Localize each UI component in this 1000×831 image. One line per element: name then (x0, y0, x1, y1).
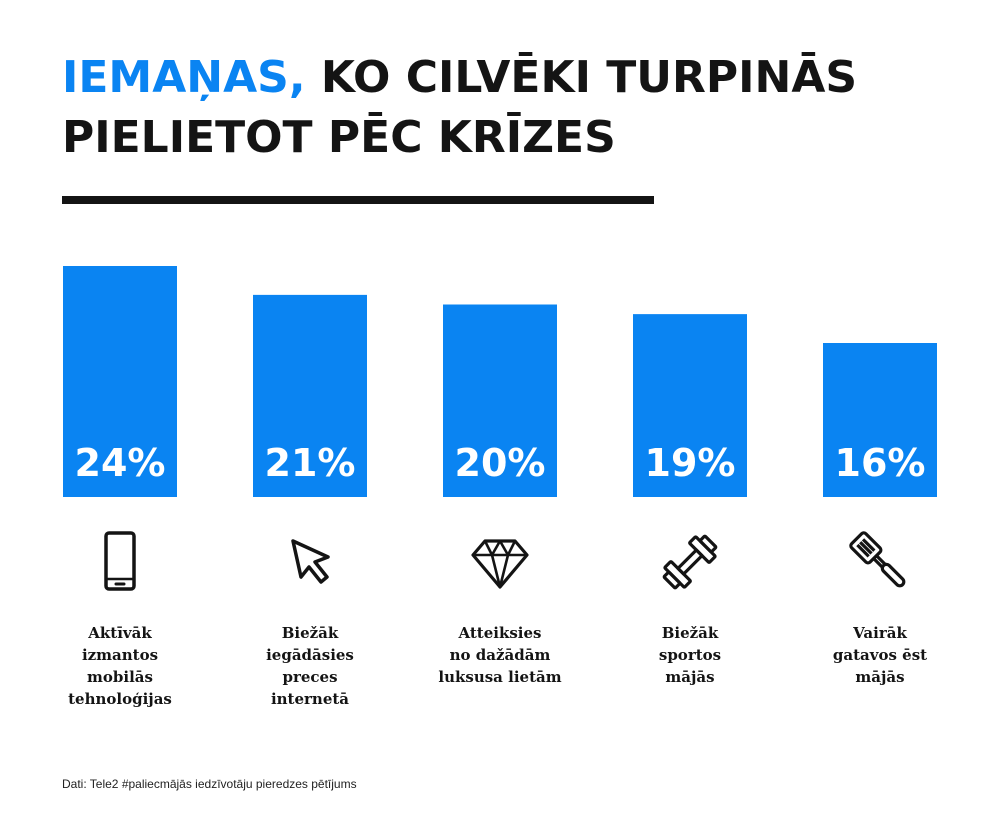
category-label-2: Biežāk iegādāsies preces internetā (230, 622, 390, 710)
title-accent: IEMAŅAS, (62, 52, 306, 103)
title-divider (62, 196, 654, 204)
category-label-line: mājās (855, 668, 905, 686)
source-note: Dati: Tele2 #paliecmājās iedzīvotāju pie… (62, 777, 357, 791)
cursor-icon (275, 527, 345, 597)
bar-chart: 24% 21% 20% 19% 16% (63, 266, 937, 497)
bar-value-label-3: 20% (455, 441, 546, 485)
category-label-line: no dažādām (449, 646, 551, 664)
category-label-line: mobilās (87, 668, 153, 686)
bar-5 (823, 343, 937, 497)
bar-value-label-5: 16% (835, 441, 926, 485)
category-label-1: Aktīvāk izmantos mobilās tehnoloģijas (40, 622, 200, 710)
category-label-line: izmantos (81, 646, 159, 664)
category-label-4: Biežāk sportos mājās (610, 622, 770, 688)
category-label-line: mājās (665, 668, 715, 686)
bar-value-label-2: 21% (265, 441, 356, 485)
dumbbell-icon (655, 527, 725, 597)
smartphone-icon (85, 527, 155, 597)
category-label-line: tehnoloģijas (68, 690, 172, 708)
bar-value-label-1: 24% (75, 441, 166, 485)
category-label-line: gatavos ēst (832, 646, 928, 664)
chart-title: IEMAŅAS, KO CILVĒKI TURPINĀS PIELIETOT P… (62, 48, 857, 168)
diamond-icon (465, 527, 535, 597)
category-label-line: Aktīvāk (88, 624, 152, 642)
bar-value-label-4: 19% (645, 441, 736, 485)
category-label-line: Biežāk (661, 624, 719, 642)
category-label-line: iegādāsies (266, 646, 354, 664)
category-label-5: Vairāk gatavos ēst mājās (800, 622, 960, 688)
category-label-line: Vairāk (853, 624, 907, 642)
category-label-line: Biežāk (281, 624, 339, 642)
category-label-line: internetā (270, 690, 350, 708)
bar-4 (633, 314, 747, 497)
category-label-3: Atteiksies no dažādām luksusa lietām (420, 622, 580, 688)
bar-1 (63, 266, 177, 497)
spatula-icon (845, 527, 915, 597)
title-line1: KO CILVĒKI TURPINĀS (320, 52, 858, 103)
bar-2 (253, 294, 367, 497)
category-label-line: luksusa lietām (438, 668, 562, 686)
category-label-line: Atteiksies (458, 624, 542, 642)
title-line2: PIELIETOT PĒC KRĪZES (62, 112, 616, 163)
category-label-line: preces (282, 668, 338, 686)
category-label-line: sportos (658, 646, 722, 664)
bar-3 (443, 304, 557, 497)
